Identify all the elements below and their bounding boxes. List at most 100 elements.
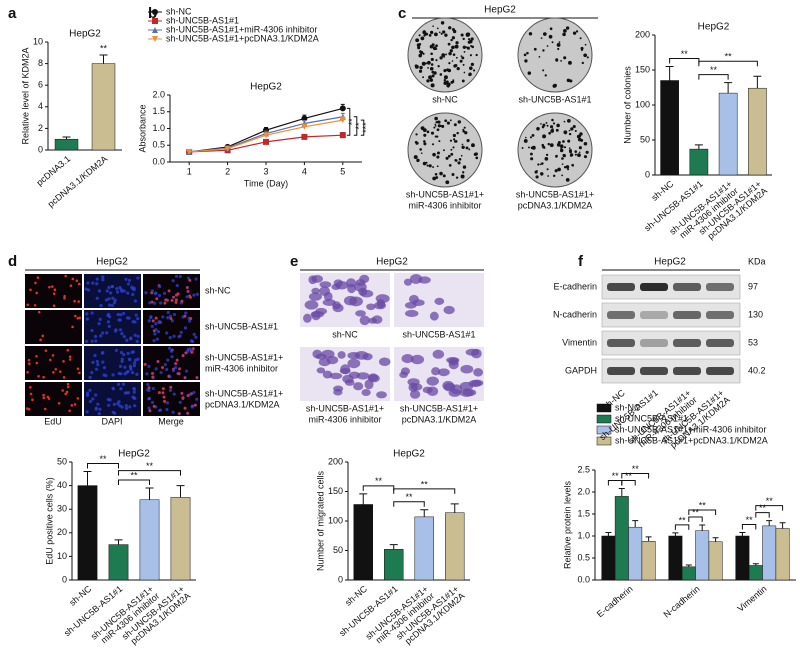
nucleus bbox=[106, 320, 110, 324]
nucleus bbox=[104, 298, 109, 302]
y-tick-label: 150 bbox=[328, 486, 343, 496]
edu-spot bbox=[27, 358, 31, 362]
plate-label: sh-UNC5B-AS1#1+ bbox=[406, 189, 484, 199]
marker bbox=[339, 105, 346, 112]
nucleus bbox=[126, 351, 130, 355]
x-tick-label: sh-NC bbox=[343, 583, 369, 607]
nucleus bbox=[116, 402, 120, 406]
nucleus bbox=[110, 303, 114, 307]
colony bbox=[461, 56, 465, 60]
colony bbox=[454, 45, 458, 48]
colony bbox=[469, 54, 472, 57]
colony bbox=[534, 170, 538, 174]
significance-bracket bbox=[393, 501, 425, 507]
colony bbox=[470, 37, 474, 41]
legend-label: sh-NC bbox=[166, 6, 192, 16]
edu-spot bbox=[35, 291, 39, 295]
cell bbox=[434, 297, 445, 305]
nucleus bbox=[153, 332, 157, 336]
nucleus bbox=[90, 311, 94, 315]
nucleus bbox=[126, 282, 131, 286]
nucleus bbox=[113, 411, 117, 415]
colony bbox=[567, 139, 571, 143]
panel-label: e bbox=[290, 253, 298, 270]
nucleus bbox=[166, 310, 170, 315]
significance-label: ** bbox=[347, 118, 357, 126]
marker bbox=[339, 132, 346, 139]
nucleus bbox=[120, 332, 124, 336]
legend-label: sh-UNC5B-AS1#1 bbox=[615, 413, 688, 423]
nucleus bbox=[94, 393, 98, 397]
nucleus bbox=[133, 404, 137, 408]
error-bar bbox=[712, 537, 719, 542]
significance-label: ** bbox=[746, 515, 754, 525]
significance-bracket bbox=[688, 516, 703, 522]
colony bbox=[571, 163, 575, 167]
colony bbox=[584, 43, 587, 46]
nucleus bbox=[97, 412, 101, 416]
colony bbox=[567, 118, 571, 123]
edu-spot bbox=[77, 300, 81, 303]
bar bbox=[748, 565, 763, 581]
nucleus bbox=[166, 316, 170, 320]
x-tick-label: 5 bbox=[340, 166, 345, 176]
colony bbox=[531, 145, 536, 150]
error-bar bbox=[779, 522, 786, 529]
nucleus bbox=[132, 361, 137, 365]
colony bbox=[437, 124, 441, 128]
y-tick-label: 200 bbox=[635, 29, 650, 39]
nucleus bbox=[119, 313, 123, 317]
nucleus bbox=[105, 331, 109, 335]
colony bbox=[450, 38, 453, 42]
colony bbox=[546, 168, 549, 171]
cell bbox=[426, 376, 439, 386]
nucleus bbox=[111, 386, 115, 390]
colony bbox=[428, 75, 432, 80]
edu-spot bbox=[169, 385, 173, 389]
nucleus bbox=[124, 406, 129, 410]
cell bbox=[410, 354, 425, 365]
nucleus bbox=[125, 338, 129, 342]
colony bbox=[539, 163, 542, 166]
nucleus bbox=[168, 336, 172, 340]
nucleus bbox=[147, 396, 152, 400]
cell bbox=[303, 313, 312, 323]
colony bbox=[565, 26, 570, 30]
colony bbox=[461, 143, 464, 146]
y-tick-label: 200 bbox=[328, 456, 343, 466]
row-label: sh-UNC5B-AS1#1+ bbox=[205, 388, 283, 398]
significance-label: ** bbox=[725, 52, 733, 62]
colony bbox=[418, 69, 423, 73]
edu-spot bbox=[186, 394, 190, 397]
colony bbox=[433, 126, 436, 129]
edu-spot bbox=[62, 376, 66, 379]
nucleus bbox=[85, 312, 89, 316]
colony bbox=[563, 56, 567, 60]
colony bbox=[569, 154, 573, 157]
edu-spot bbox=[180, 391, 184, 395]
bar bbox=[614, 496, 629, 581]
colony bbox=[442, 174, 446, 178]
nucleus bbox=[195, 292, 199, 296]
legend-swatch bbox=[596, 436, 612, 446]
colony bbox=[435, 44, 438, 48]
nucleus bbox=[150, 324, 154, 329]
colony bbox=[523, 53, 527, 57]
significance-label: ** bbox=[681, 49, 689, 59]
nucleus bbox=[178, 400, 182, 404]
edu-spot bbox=[180, 299, 184, 303]
band bbox=[640, 339, 668, 347]
y-tick-label: 50 bbox=[640, 134, 650, 144]
colony bbox=[436, 27, 439, 30]
y-tick-label: 40 bbox=[57, 480, 67, 490]
nucleus bbox=[185, 295, 189, 299]
colony bbox=[455, 41, 459, 45]
colony bbox=[449, 119, 452, 122]
colony bbox=[568, 60, 572, 65]
y-axis-label: Number of colonies bbox=[622, 66, 632, 144]
nucleus bbox=[119, 372, 123, 376]
colony bbox=[414, 64, 418, 68]
chart-title: HepG2 bbox=[118, 449, 150, 460]
colony bbox=[549, 143, 554, 148]
band bbox=[673, 283, 701, 291]
